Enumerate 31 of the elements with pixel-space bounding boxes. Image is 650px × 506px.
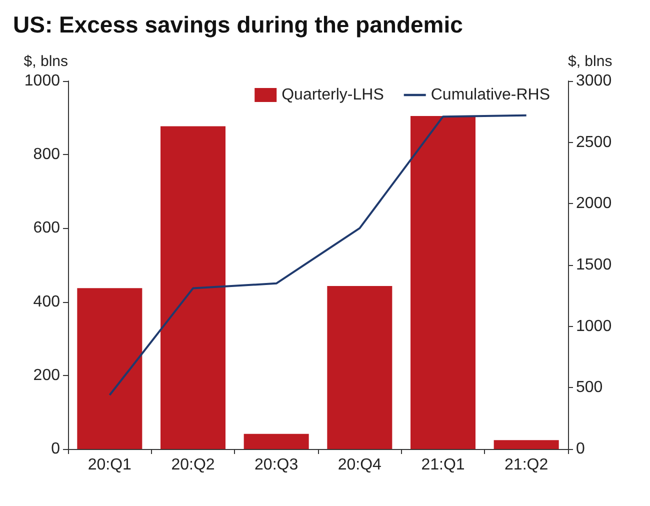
- y2-tick-label: 0: [576, 440, 585, 458]
- x-tick-label: 20:Q2: [171, 456, 215, 474]
- y2-tick-label: 3000: [576, 72, 612, 90]
- y-tick-label: 1000: [24, 72, 60, 90]
- legend-label: Cumulative-RHS: [430, 86, 550, 104]
- y2-tick-label: 1000: [576, 318, 612, 335]
- y-tick-label: 0: [51, 440, 60, 458]
- x-tick-label: 21:Q2: [504, 456, 548, 474]
- y-tick-label: 400: [33, 293, 60, 310]
- y-axis-title: $, blns: [24, 53, 68, 70]
- y-tick-label: 200: [33, 366, 60, 384]
- bar: [244, 434, 309, 449]
- legend-label: Quarterly-LHS: [282, 86, 384, 104]
- bar: [77, 288, 142, 449]
- y2-axis-title: $, blns: [568, 53, 612, 70]
- bar: [410, 116, 476, 449]
- x-tick-label: 20:Q4: [338, 456, 382, 474]
- bar: [327, 286, 392, 449]
- y2-tick-label: 2500: [576, 134, 612, 151]
- x-tick-label: 20:Q1: [88, 456, 132, 474]
- x-tick-label: 20:Q3: [254, 456, 298, 474]
- chart-title: US: Excess savings during the pandemic: [13, 12, 464, 38]
- y-tick-label: 600: [33, 220, 60, 237]
- y-tick-label: 800: [33, 146, 60, 164]
- bar: [160, 126, 226, 449]
- bar: [494, 440, 559, 449]
- x-tick-label: 21:Q1: [421, 456, 465, 474]
- y2-tick-label: 1500: [576, 256, 612, 274]
- y2-tick-label: 2000: [576, 195, 612, 212]
- line-series: [108, 114, 528, 396]
- y2-tick-label: 500: [576, 379, 603, 396]
